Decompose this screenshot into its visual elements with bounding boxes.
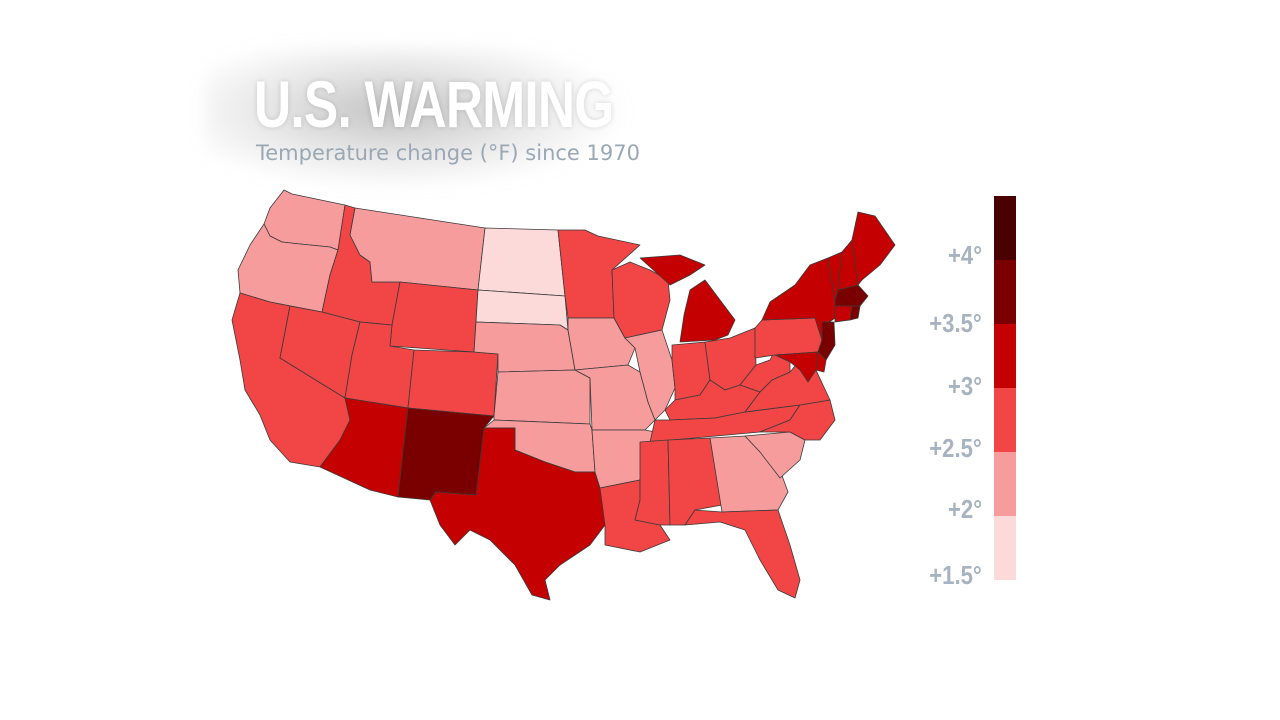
state-nd xyxy=(477,227,566,297)
state-mi xyxy=(639,254,736,343)
state-nc xyxy=(759,399,836,441)
state-ms xyxy=(634,439,671,526)
legend-label: +1.5° xyxy=(929,560,982,590)
legend-swatch xyxy=(994,196,1016,260)
map-subtitle: Temperature change (°F) since 1970 xyxy=(256,141,640,165)
state-pa xyxy=(754,317,823,359)
legend-swatch xyxy=(994,260,1016,324)
state-co xyxy=(407,349,499,417)
legend: +4° +3.5° +3° +2.5° +2° +1.5° xyxy=(930,196,1020,590)
state-ks xyxy=(493,369,591,425)
state-tx xyxy=(429,427,606,601)
title-glow xyxy=(205,48,625,188)
state-ri xyxy=(849,305,861,321)
legend-label: +3.5° xyxy=(929,308,982,338)
legend-label: +2° xyxy=(947,494,982,524)
states-layer xyxy=(231,189,896,601)
legend-label: +4° xyxy=(947,240,982,270)
legend-label: +2.5° xyxy=(929,433,982,463)
legend-swatch xyxy=(994,324,1016,388)
state-wi xyxy=(611,261,671,339)
state-ct xyxy=(834,305,853,323)
legend-swatches xyxy=(994,196,1024,580)
legend-swatch xyxy=(994,452,1016,516)
state-fl xyxy=(684,509,801,599)
legend-swatch xyxy=(994,388,1016,452)
state-md xyxy=(774,351,819,383)
map-title: U.S. WARMING xyxy=(254,67,614,141)
state-me xyxy=(851,211,896,286)
legend-swatch xyxy=(994,516,1016,580)
state-wy xyxy=(389,281,479,353)
state-il xyxy=(624,329,676,421)
legend-label: +3° xyxy=(947,371,982,401)
